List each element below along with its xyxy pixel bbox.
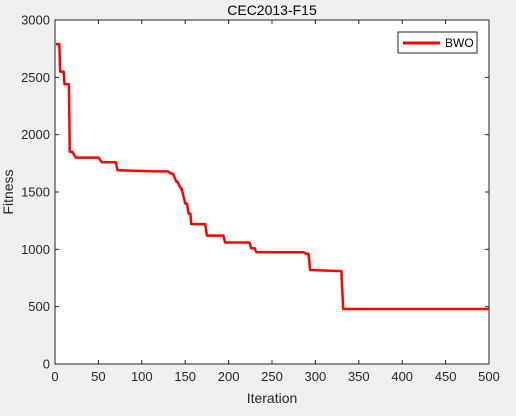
series-group: [55, 42, 489, 311]
x-tick-label: 100: [131, 369, 153, 384]
plot-area: [55, 20, 489, 364]
series-line-bwo: [55, 42, 489, 311]
x-tick-label: 0: [51, 369, 58, 384]
x-tick-label: 250: [261, 369, 283, 384]
x-tick-label: 150: [174, 369, 196, 384]
x-axis-label: Iteration: [247, 390, 298, 406]
x-tick-label: 350: [348, 369, 370, 384]
y-tick-label: 1500: [21, 185, 50, 200]
x-axis-ticks: 0 50 100 150 200 250 300 350 400 450 500: [51, 20, 500, 384]
x-tick-label: 300: [305, 369, 327, 384]
y-tick-label: 1000: [21, 242, 50, 257]
y-tick-label: 2500: [21, 70, 50, 85]
chart-title: CEC2013-F15: [227, 2, 317, 18]
x-tick-label: 200: [218, 369, 240, 384]
x-tick-label: 500: [478, 369, 500, 384]
plot-area-border: [54, 19, 490, 365]
x-tick-label: 450: [435, 369, 457, 384]
y-axis-ticks: 0 500 1000 1500 2000 2500 3000: [21, 13, 489, 372]
x-tick-label: 50: [91, 369, 105, 384]
y-tick-label: 0: [43, 357, 50, 372]
legend: BWO: [397, 31, 478, 54]
legend-label-bwo: BWO: [445, 36, 474, 50]
y-tick-label: 3000: [21, 13, 50, 28]
y-tick-label: 500: [28, 299, 50, 314]
y-tick-label: 2000: [21, 127, 50, 142]
y-axis-label: Fitness: [0, 169, 16, 214]
x-tick-label: 400: [391, 369, 413, 384]
